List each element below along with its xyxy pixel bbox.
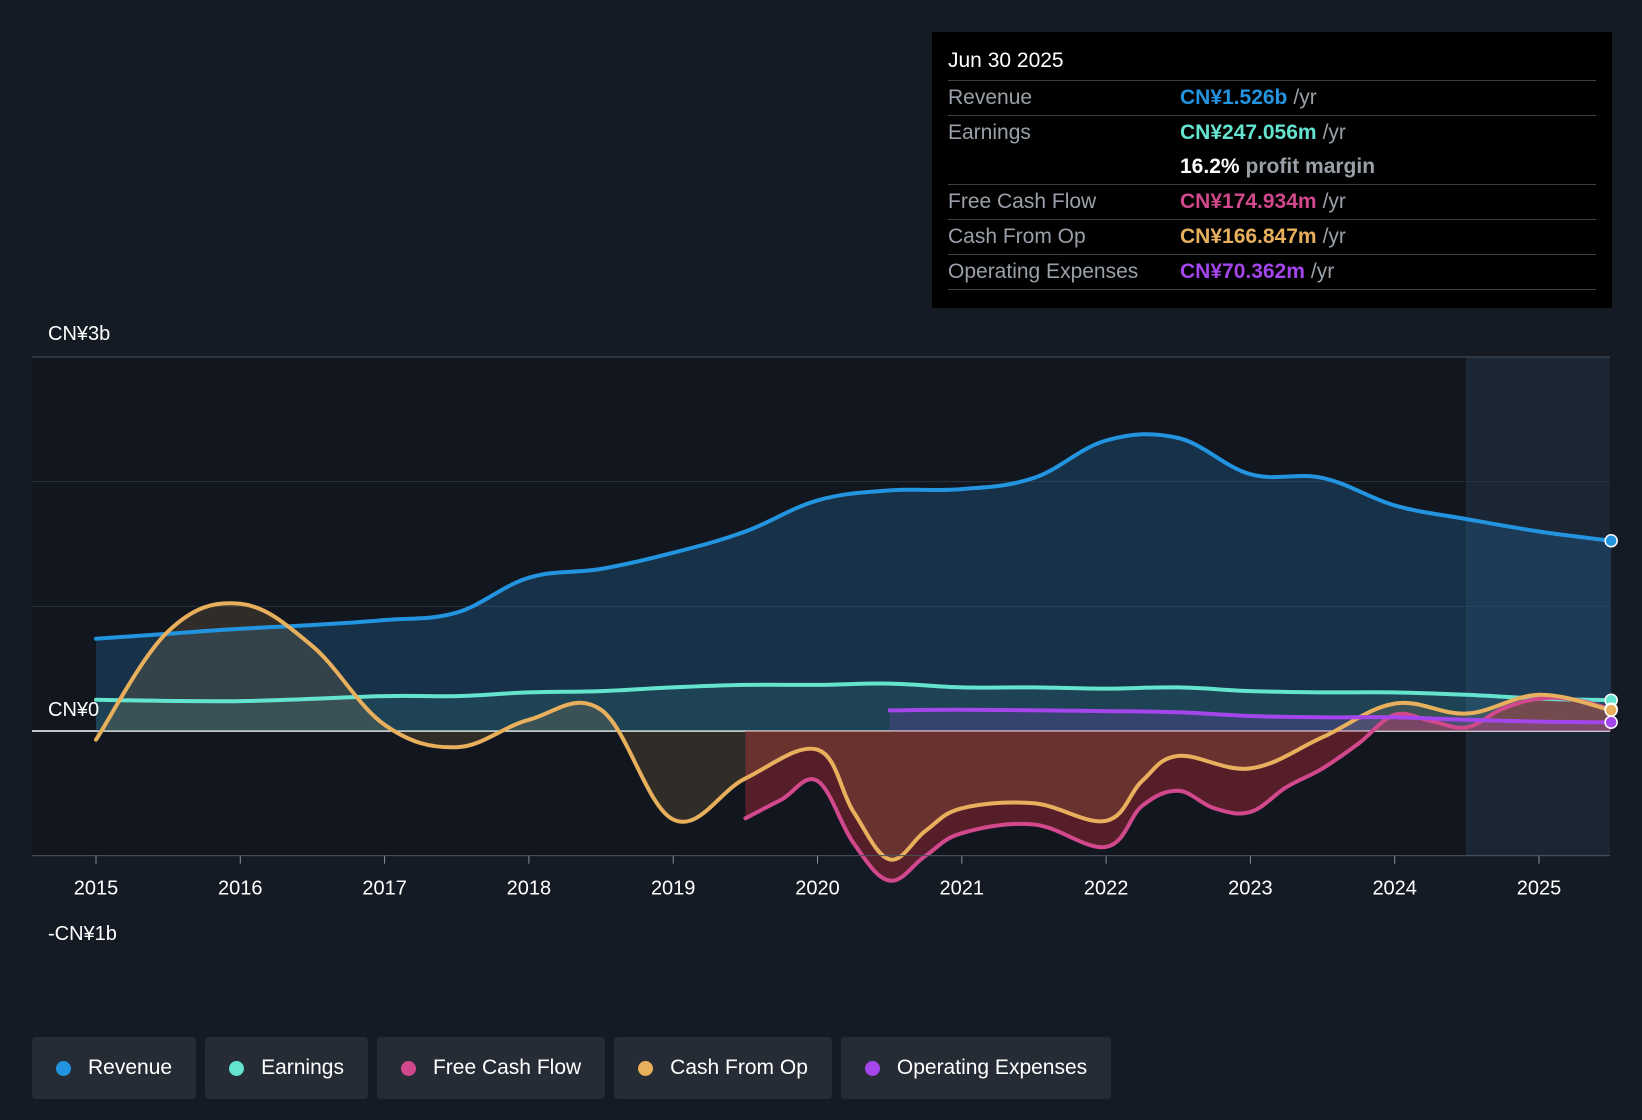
tooltip-label: Operating Expenses: [948, 260, 1139, 283]
tooltip-label: Free Cash Flow: [948, 190, 1097, 213]
legend-label: Cash From Op: [670, 1056, 808, 1079]
legend-label: Revenue: [88, 1056, 173, 1079]
x-tick-label: 2025: [1517, 878, 1562, 900]
legend-label: Operating Expenses: [896, 1056, 1088, 1079]
line-operating-expenses: [887, 707, 1614, 725]
legend-item-free-cash-flow[interactable]: Free Cash Flow: [376, 1037, 606, 1099]
tooltip-row-cfo: Cash From Op CN¥166.847m /yr: [948, 220, 1596, 255]
tooltip-row-revenue: Revenue CN¥1.526b /yr: [948, 81, 1596, 116]
tooltip-row-opex: Operating Expenses CN¥70.362m /yr: [948, 255, 1596, 290]
series-lines: [94, 432, 1614, 883]
end-marker-cash-from-op: [1604, 703, 1618, 717]
tooltip-label: Revenue: [948, 86, 1033, 109]
tooltip-value: CN¥174.934m: [1180, 190, 1317, 213]
tooltip-value: CN¥247.056m: [1180, 121, 1317, 144]
legend-item-earnings[interactable]: Earnings: [205, 1037, 368, 1099]
legend-item-revenue[interactable]: Revenue: [32, 1037, 197, 1099]
line-cash-from-op: [94, 601, 1614, 862]
area-operating-expenses: [889, 709, 1612, 731]
tooltip-unit: /yr: [1293, 86, 1317, 109]
y-label-top: CN¥3b: [48, 323, 110, 345]
x-tick-label: 2019: [651, 878, 696, 900]
end-marker-operating-expenses: [1604, 715, 1618, 730]
tooltip-margin-unit: profit margin: [1245, 155, 1376, 178]
line-free-cash-flow: [743, 695, 1614, 883]
x-axis-ticks: 2015 2016 2017 2018 2019 2020 2021 2022 2023 2024…: [32, 855, 1610, 900]
tooltip-value: CN¥1.526b: [1180, 86, 1288, 109]
legend-dot-icon: [400, 1060, 416, 1076]
legend-dot-icon: [638, 1060, 654, 1076]
y-label-bottom: -CN¥1b: [48, 923, 117, 945]
tooltip-value: CN¥166.847m: [1180, 225, 1317, 248]
tooltip-unit: /yr: [1322, 121, 1346, 144]
legend-dot-icon: [229, 1060, 245, 1076]
end-marker-revenue: [1604, 534, 1618, 548]
tooltip-unit: /yr: [1322, 225, 1346, 248]
line-earnings: [94, 681, 1614, 704]
tooltip-row-fcf: Free Cash Flow CN¥174.934m /yr: [948, 185, 1596, 220]
tooltip-value: CN¥70.362m: [1180, 260, 1305, 283]
tooltip-label: Cash From Op: [948, 225, 1086, 248]
legend: Revenue Earnings Free Cash Flow Cash Fro…: [32, 1037, 1112, 1099]
x-tick-label: 2018: [507, 878, 552, 900]
legend-dot-icon: [56, 1060, 71, 1076]
end-markers: [1604, 534, 1618, 730]
x-tick-label: 2023: [1228, 878, 1273, 900]
tooltip-row-margin: 16.2% profit margin: [948, 150, 1596, 185]
tooltip-row-earnings: Earnings CN¥247.056m /yr: [948, 116, 1596, 150]
x-tick-label: 2017: [362, 878, 407, 900]
x-tick-label: 2022: [1084, 878, 1129, 900]
tooltip-date: Jun 30 2025: [948, 46, 1596, 81]
x-tick-label: 2021: [940, 878, 985, 900]
y-label-zero: CN¥0: [48, 699, 99, 721]
area-cash-from-op: [96, 603, 1612, 860]
tooltip: Jun 30 2025 Revenue CN¥1.526b /yr Earnin…: [932, 32, 1612, 308]
legend-item-cash-from-op[interactable]: Cash From Op: [614, 1037, 832, 1099]
x-tick-label: 2024: [1372, 878, 1417, 900]
tooltip-unit: /yr: [1310, 260, 1335, 283]
legend-item-operating-expenses[interactable]: Operating Expenses: [840, 1037, 1112, 1099]
x-tick-label: 2020: [795, 878, 840, 900]
legend-label: Free Cash Flow: [432, 1056, 582, 1079]
area-revenue: [96, 434, 1612, 731]
tooltip-unit: /yr: [1322, 190, 1346, 213]
x-tick-label: 2015: [74, 878, 119, 900]
tooltip-margin-value: 16.2%: [1180, 155, 1240, 178]
line-revenue: [94, 432, 1614, 641]
x-tick-label: 2016: [218, 878, 263, 900]
tooltip-label: Earnings: [948, 121, 1031, 144]
legend-dot-icon: [864, 1060, 880, 1076]
legend-label: Earnings: [261, 1056, 344, 1079]
